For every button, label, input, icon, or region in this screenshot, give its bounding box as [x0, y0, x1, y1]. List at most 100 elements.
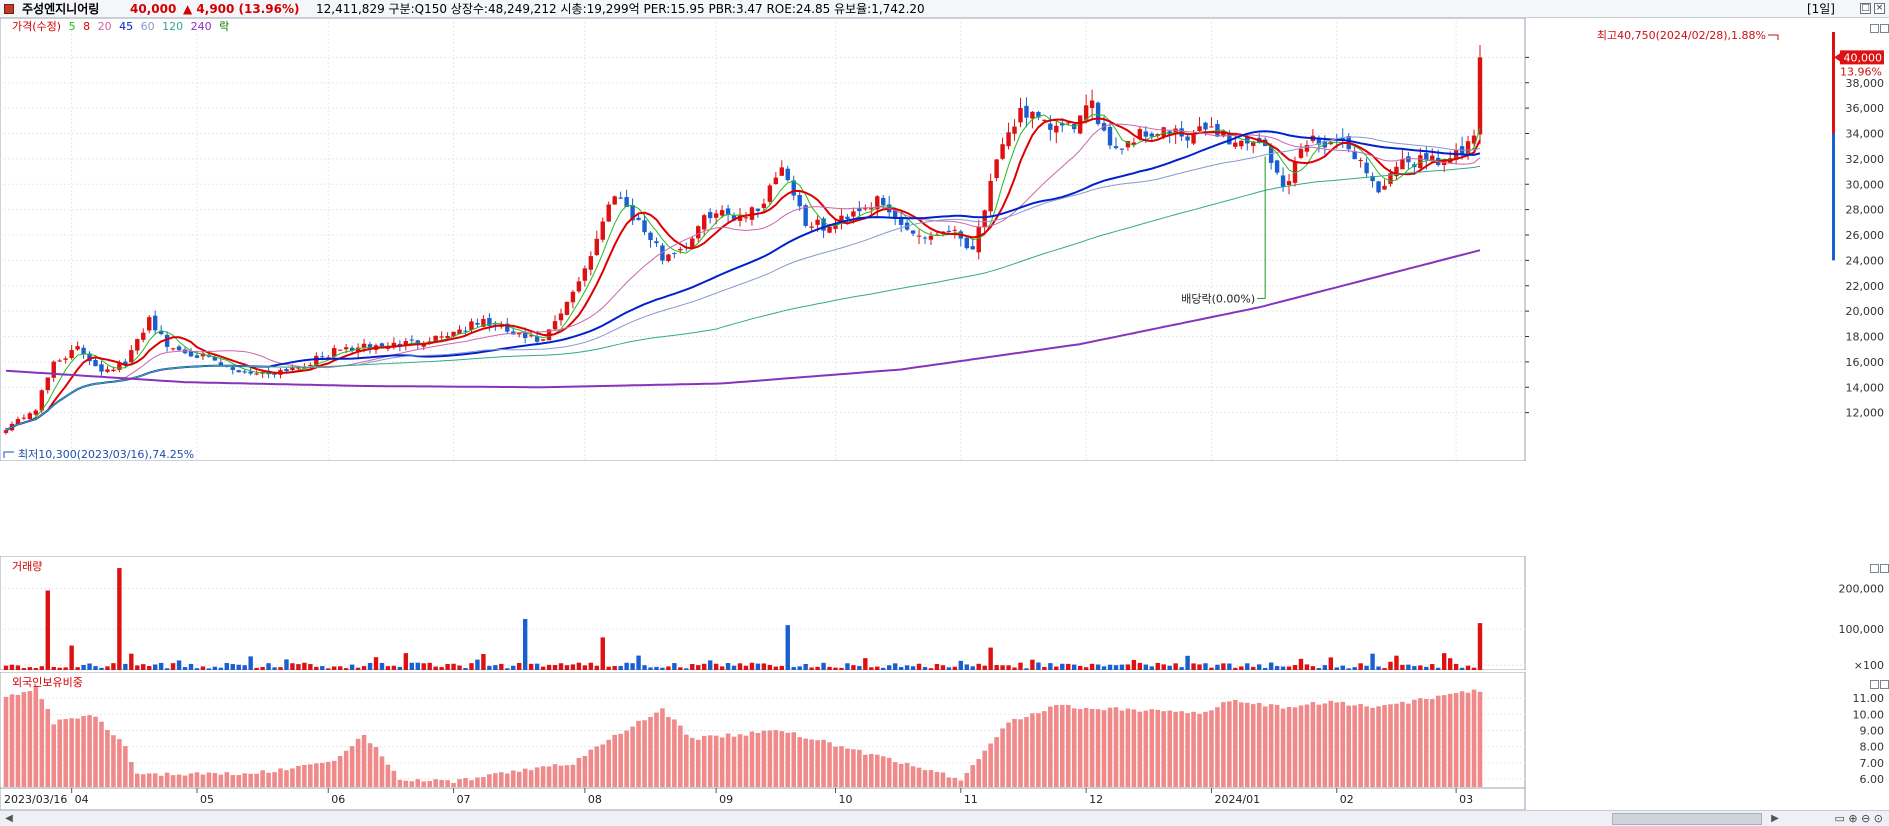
candle-body — [869, 208, 874, 210]
candle-body — [606, 204, 611, 222]
volume-bar — [606, 666, 611, 670]
volume-bar — [749, 662, 755, 670]
volume-bar — [81, 664, 86, 670]
scroll-left-icon[interactable]: ◀ — [5, 813, 13, 824]
foreign-bar — [33, 685, 39, 787]
volume-pane[interactable]: 200,000 100,000 ×100 거래량 — [0, 555, 1889, 672]
volume-bar — [845, 663, 850, 670]
price-chart-svg[interactable]: 12,000 14,000 16,000 18,000 20,000 22,000 24,0… — [0, 17, 1889, 462]
zoom-in-icon[interactable]: ⊕ — [1848, 812, 1858, 825]
price-pane[interactable]: 12,000 14,000 16,000 18,000 20,000 22,000 24,0… — [0, 17, 1889, 462]
candle-body — [988, 180, 993, 212]
volume-pane-tools[interactable] — [1869, 558, 1889, 573]
stock-stats: 12,411,829 구분:Q150 상장수:48,249,212 시총:19,… — [316, 2, 925, 16]
candle-body — [1364, 162, 1369, 174]
restore-icon[interactable]: □ — [1860, 3, 1871, 14]
foreign-bar — [152, 773, 158, 787]
candle-body — [779, 167, 784, 176]
maximize-icon[interactable] — [1870, 564, 1879, 573]
candle-body — [600, 221, 605, 240]
foreign-pane[interactable]: 11.00 10.00 9.00 8.00 7.00 6.00 2023/03/16 04 05… — [0, 671, 1889, 811]
volume-bar — [1286, 666, 1292, 670]
candle-body — [713, 213, 719, 218]
zoom-slider-icon[interactable]: ▭ — [1834, 812, 1845, 825]
foreign-bar — [1280, 708, 1286, 787]
close-icon[interactable] — [1880, 564, 1889, 573]
close-icon[interactable] — [1880, 24, 1889, 33]
volume-bar — [373, 657, 379, 670]
foreign-pane-tools[interactable] — [1869, 674, 1889, 689]
foreign-bar — [719, 737, 725, 787]
scroll-thumb[interactable] — [1612, 813, 1762, 825]
foreign-bar — [666, 716, 671, 787]
foreign-bar — [1179, 711, 1184, 787]
maximize-icon[interactable] — [1870, 24, 1879, 33]
stock-name: 주성엔지니어링 — [22, 2, 100, 16]
candle-body — [1018, 107, 1023, 123]
foreign-bar — [684, 734, 689, 787]
volume-bar — [1262, 667, 1268, 670]
volume-bar — [707, 660, 713, 670]
candle-body — [457, 329, 462, 334]
volume-tick-label: 200,000 — [1839, 582, 1885, 595]
volume-bar — [75, 667, 80, 670]
volume-bar — [737, 663, 743, 670]
volume-bar — [1077, 665, 1083, 670]
foreign-bar — [57, 719, 63, 787]
foreign-chart-svg[interactable]: 11.00 10.00 9.00 8.00 7.00 6.00 2023/03/16 04 05… — [0, 671, 1889, 811]
foreign-bar — [1376, 706, 1381, 787]
candle-body — [785, 168, 790, 181]
period-selector[interactable]: [1일] — [1806, 2, 1835, 16]
maximize-icon[interactable] — [1870, 680, 1879, 689]
foreign-bar — [880, 756, 886, 787]
foreign-bar — [994, 737, 999, 787]
volume-chart-svg[interactable]: 200,000 100,000 ×100 — [0, 555, 1889, 672]
volume-bar — [696, 665, 701, 670]
volume-bar — [152, 664, 158, 670]
volume-bar — [499, 663, 504, 670]
foreign-bar — [1238, 702, 1244, 787]
volume-bar — [1125, 664, 1131, 670]
scroll-right-icon[interactable]: ▶ — [1771, 813, 1779, 824]
volume-bar — [1239, 666, 1244, 670]
candle-body — [141, 332, 146, 340]
candle-body — [761, 203, 767, 208]
volume-bar — [1048, 663, 1053, 670]
ma-8-line — [5, 117, 1481, 432]
volume-bar — [1441, 653, 1447, 670]
candle-body — [1107, 126, 1113, 146]
volume-bar — [15, 665, 21, 670]
zoom-reset-icon[interactable]: ⊙ — [1873, 812, 1883, 825]
candle-body — [1418, 155, 1423, 169]
zoom-out-icon[interactable]: ⊖ — [1861, 812, 1871, 825]
volume-bar — [970, 666, 975, 670]
chart-type-icon[interactable] — [4, 4, 14, 14]
volume-bar — [129, 653, 134, 670]
volume-bar — [934, 664, 940, 670]
horizontal-scrollbar[interactable]: ◀ ▶ ▭ ⊕ ⊖ ⊙ — [0, 810, 1889, 826]
foreign-bar — [170, 775, 176, 787]
candle-body — [1382, 185, 1387, 190]
foreign-bar — [803, 738, 808, 787]
volume-bar — [964, 664, 969, 670]
foreign-bar — [755, 732, 761, 787]
volume-bar — [1072, 664, 1077, 670]
foreign-bar — [1137, 711, 1143, 787]
high-annotation: 최고40,750(2024/02/28),1.88% — [1597, 29, 1766, 42]
volume-bar — [881, 667, 886, 670]
candle-body — [1149, 133, 1154, 137]
close-icon[interactable]: × — [1874, 3, 1885, 14]
volume-bar — [833, 667, 838, 670]
foreign-bar — [922, 770, 928, 787]
foreign-bar — [863, 754, 868, 787]
volume-bar — [302, 662, 307, 670]
volume-bar — [1400, 664, 1405, 670]
foreign-bar — [588, 749, 594, 787]
price-pane-tools[interactable] — [1869, 18, 1889, 33]
volume-bar — [33, 668, 39, 670]
volume-bar — [1280, 666, 1286, 670]
volume-bar — [1477, 623, 1483, 670]
volume-bar — [982, 665, 987, 670]
close-icon[interactable] — [1880, 680, 1889, 689]
foreign-bar — [188, 773, 194, 787]
